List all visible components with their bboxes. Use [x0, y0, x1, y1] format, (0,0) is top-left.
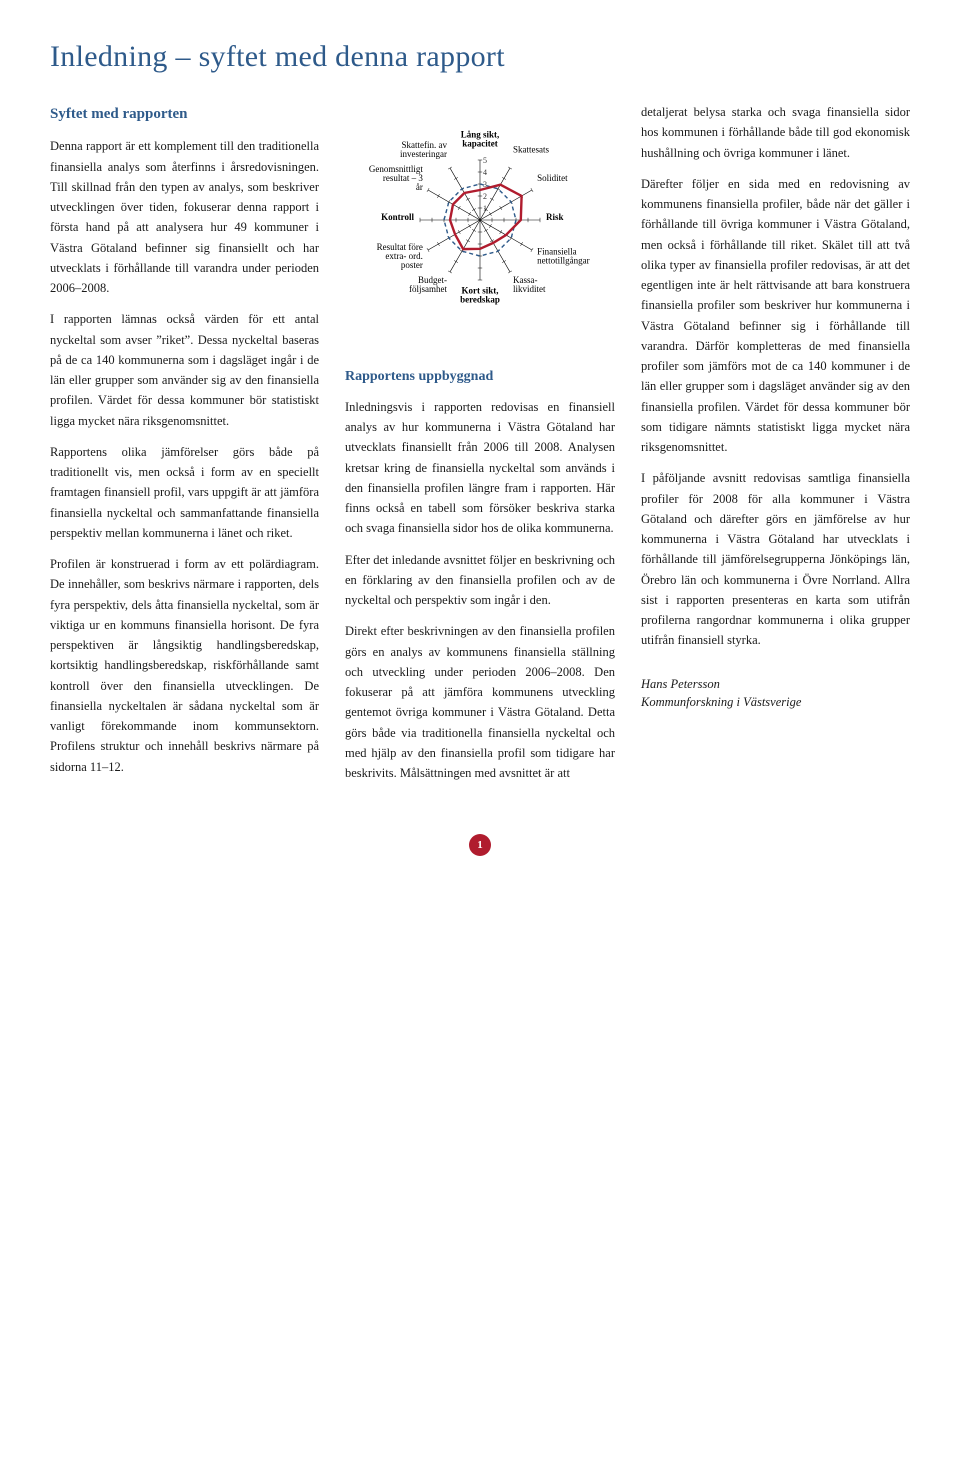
- column-middle: 12345Lång sikt,kapacitetSkattesatsSolidi…: [345, 102, 615, 794]
- author-name: Hans Petersson: [641, 675, 910, 694]
- svg-text:Soliditet: Soliditet: [537, 173, 568, 183]
- col2-para-1: Inledningsvis i rapporten redovisas en f…: [345, 397, 615, 539]
- subtitle: Syftet med rapporten: [50, 102, 319, 126]
- svg-text:följsamhet: följsamhet: [409, 284, 447, 294]
- col3-para-2: Därefter följer en sida med en redovisni…: [641, 174, 910, 458]
- col1-para-2: I rapporten lämnas också värden för ett …: [50, 309, 319, 431]
- col1-para-4: Profilen är konstruerad i form av ett po…: [50, 554, 319, 777]
- column-left: Syftet med rapporten Denna rapport är et…: [50, 102, 319, 794]
- svg-text:4: 4: [483, 168, 487, 177]
- svg-text:nettotillgångar: nettotillgångar: [537, 256, 589, 266]
- svg-text:5: 5: [483, 156, 487, 165]
- col1-para-3: Rapportens olika jämförelser görs både p…: [50, 442, 319, 543]
- col3-para-1: detaljerat belysa starka och svaga finan…: [641, 102, 910, 163]
- svg-text:2: 2: [483, 192, 487, 201]
- col3-para-3: I påföljande avsnitt redovisas samtliga …: [641, 468, 910, 650]
- three-column-layout: Syftet med rapporten Denna rapport är et…: [50, 102, 910, 794]
- column-right: detaljerat belysa starka och svaga finan…: [641, 102, 910, 794]
- section-heading-rapportens: Rapportens uppbyggnad: [345, 366, 615, 389]
- page-number-badge: 1: [469, 834, 491, 856]
- radar-chart: 12345Lång sikt,kapacitetSkattesatsSolidi…: [345, 102, 615, 348]
- svg-text:Skattesats: Skattesats: [513, 144, 549, 154]
- svg-text:1: 1: [483, 204, 487, 213]
- svg-text:Kontroll: Kontroll: [381, 212, 414, 222]
- col2-para-3: Direkt efter beskrivningen av den finans…: [345, 621, 615, 783]
- svg-text:Risk: Risk: [546, 212, 564, 222]
- page-title: Inledning – syftet med denna rapport: [50, 40, 910, 74]
- svg-text:år: år: [416, 182, 423, 192]
- svg-text:kapacitet: kapacitet: [462, 139, 498, 149]
- author-block: Hans Petersson Kommunforskning i Västsve…: [641, 675, 910, 713]
- svg-text:likviditet: likviditet: [513, 284, 546, 294]
- author-org: Kommunforskning i Västsverige: [641, 693, 910, 712]
- svg-text:investeringar: investeringar: [400, 149, 447, 159]
- col1-para-1: Denna rapport är ett komplement till den…: [50, 136, 319, 298]
- col2-para-2: Efter det inledande avsnittet följer en …: [345, 550, 615, 611]
- svg-text:poster: poster: [401, 260, 423, 270]
- svg-text:beredskap: beredskap: [460, 295, 500, 305]
